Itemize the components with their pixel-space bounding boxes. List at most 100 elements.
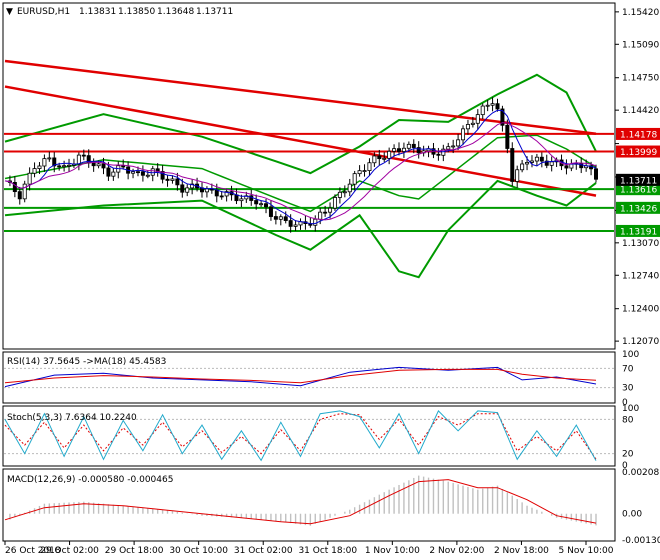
candle-body — [140, 171, 145, 176]
price-level-box-2 — [616, 183, 660, 196]
candle-body — [135, 171, 140, 174]
candle-body — [121, 165, 126, 168]
stoch-label: Stoch(5,3,3) 7.6364 10.2240 — [7, 413, 137, 423]
candle-body — [525, 162, 530, 165]
x-tick-label-8: 2 Nov 18:00 — [494, 546, 549, 556]
trendline-1 — [4, 85, 597, 197]
stoch-ytick-1: 80 — [622, 415, 634, 425]
candle-body — [357, 170, 362, 175]
candle-body — [111, 171, 116, 177]
price-level-box-1 — [616, 145, 660, 158]
candle-body — [490, 103, 495, 106]
macd-signal-line — [4, 479, 597, 525]
candle-body — [170, 178, 175, 181]
candle-body — [22, 183, 27, 200]
macd-ytick-2: -0.001309 — [622, 536, 660, 546]
candle-body — [510, 148, 515, 182]
bollinger-lower — [4, 179, 597, 279]
main-panel[interactable] — [2, 2, 616, 350]
candle-body — [456, 139, 461, 147]
candle-body — [416, 147, 421, 154]
x-tick-label-6: 1 Nov 10:00 — [365, 546, 420, 556]
symbol-label: EURUSD,H1 — [17, 7, 70, 17]
macd-plot — [4, 475, 597, 526]
menu-arrow-icon[interactable]: ▼ — [6, 7, 13, 17]
candle-body — [505, 124, 510, 149]
candle-body — [539, 156, 544, 162]
current-price-label: 1.13711 — [620, 176, 657, 186]
candle-body — [396, 148, 401, 152]
candle-body — [283, 216, 288, 221]
rsi-panel[interactable] — [2, 351, 616, 404]
price-level-box-3 — [616, 201, 660, 214]
main-ytick-label-2: 1.14750 — [622, 74, 659, 84]
candle-body — [342, 191, 347, 194]
x-tick-label-5: 31 Oct 18:00 — [298, 546, 357, 556]
stoch-ytick-3: 0 — [622, 461, 628, 471]
candle-body — [57, 165, 62, 168]
candle-body — [337, 191, 342, 198]
price-level-label-0: 1.14178 — [620, 130, 657, 140]
rsi-ytick-1: 70 — [622, 364, 634, 374]
candle-body — [91, 162, 96, 167]
candle-body — [451, 145, 456, 148]
candle-body — [106, 167, 111, 177]
candle-body — [12, 182, 17, 193]
price-level-label-3: 1.13426 — [620, 204, 657, 214]
candle-body — [278, 216, 283, 220]
candle-body — [377, 155, 382, 160]
stoch-main-line — [4, 410, 597, 462]
x-tick-label-2: 29 Oct 18:00 — [105, 546, 164, 556]
x-tick-label-0: 26 Oct 2018 — [5, 546, 61, 556]
candle-body — [224, 191, 229, 197]
candle-body — [185, 187, 190, 193]
high-value: 1.13850 — [118, 7, 155, 17]
x-tick-label-9: 5 Nov 10:00 — [559, 546, 614, 556]
macd-ytick-0: 0.00208 — [622, 468, 659, 478]
candle-body — [500, 108, 505, 126]
price-level-box-0 — [616, 127, 660, 140]
candle-body — [318, 211, 323, 220]
x-tick-label-3: 30 Oct 10:00 — [169, 546, 228, 556]
candle-body — [495, 103, 500, 110]
price-level-label-4: 1.13191 — [620, 227, 657, 237]
rsi-ytick-0: 100 — [622, 350, 639, 360]
candle-body — [534, 156, 539, 162]
rsi-ytick-2: 30 — [622, 384, 634, 394]
close-value: 1.13711 — [196, 7, 233, 17]
macd-ytick-1: 0.00 — [622, 510, 642, 520]
candle-body — [470, 122, 475, 125]
candle-body — [76, 154, 81, 165]
candle-body — [150, 168, 155, 176]
candle-body — [165, 178, 170, 181]
candle-body — [367, 162, 372, 171]
candle-body — [52, 157, 57, 167]
candle-body — [81, 154, 86, 157]
candle-body — [520, 163, 525, 171]
candle-body — [387, 150, 392, 159]
candle-body — [436, 153, 441, 156]
candle-body — [219, 195, 224, 198]
candle-body — [42, 158, 47, 167]
candle-body — [544, 160, 549, 166]
candle-body — [32, 168, 37, 174]
rsi-label: RSI(14) 37.5645 ->MA(18) 45.4583 — [7, 357, 166, 367]
candle-body — [160, 171, 165, 180]
candle-body — [180, 184, 185, 193]
candle-body — [372, 155, 377, 164]
candle-body — [485, 104, 490, 107]
candle-body — [406, 143, 411, 149]
candle-body — [268, 206, 273, 217]
candle-body — [67, 164, 72, 167]
candle-body — [594, 168, 599, 180]
candle-body — [62, 165, 67, 168]
candle-body — [214, 189, 219, 197]
candle-body — [382, 157, 387, 160]
candle-body — [515, 169, 520, 182]
open-value: 1.13831 — [79, 7, 116, 17]
rsi-ma-line — [4, 368, 597, 384]
y-axis-ticks: 1.15420 1.15090 1.14750 1.14420 1.13070 1.127… — [615, 8, 660, 546]
candle-body — [145, 174, 150, 177]
trendlines — [4, 59, 597, 197]
